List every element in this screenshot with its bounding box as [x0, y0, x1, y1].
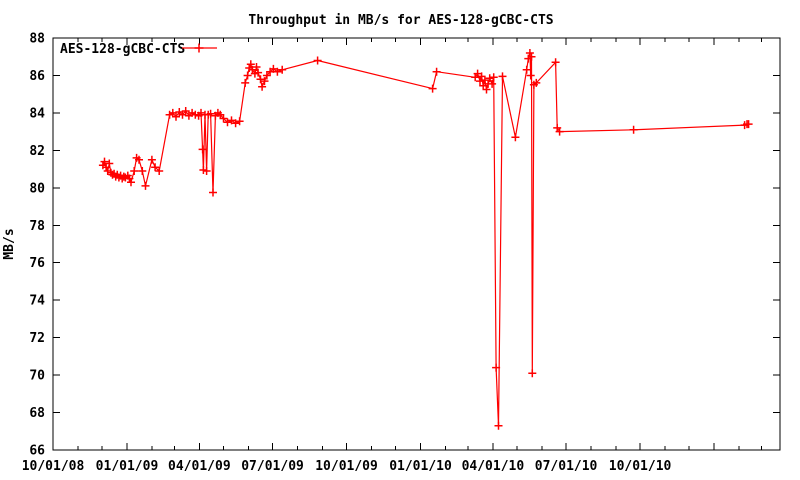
y-tick-label: 80 — [29, 181, 45, 196]
y-tick-label: 84 — [29, 106, 45, 121]
y-axis-label: MB/s — [2, 228, 17, 259]
y-tick-label: 86 — [29, 69, 45, 84]
x-tick-label: 07/01/10 — [535, 459, 598, 474]
y-tick-label: 66 — [29, 444, 45, 459]
x-tick-label: 10/01/08 — [22, 459, 85, 474]
x-tick-label: 04/01/09 — [168, 459, 231, 474]
y-tick-label: 74 — [29, 294, 45, 309]
legend-label: AES-128-gCBC-CTS — [60, 42, 185, 57]
x-tick-label: 10/01/09 — [315, 459, 378, 474]
series-line — [102, 52, 749, 427]
x-tick-label: 01/01/09 — [96, 459, 159, 474]
axes: 66 68 70 72 74 76 78 80 82 84 86 88 10/01/08 01/01/09… — [22, 32, 781, 474]
series-group — [98, 49, 753, 430]
plot-border — [52, 37, 781, 451]
y-tick-label: 70 — [29, 369, 45, 384]
series-markers — [98, 49, 753, 430]
legend: AES-128-gCBC-CTS — [60, 42, 217, 57]
legend-sample-marker — [194, 43, 204, 53]
y-tick-label: 76 — [29, 256, 45, 271]
y-tick-label: 82 — [29, 144, 45, 159]
x-tick-label: 10/01/10 — [609, 459, 672, 474]
x-tick-label: 07/01/09 — [241, 459, 304, 474]
y-tick-label: 88 — [29, 32, 45, 47]
y-tick-label: 78 — [29, 219, 45, 234]
chart-title: Throughput in MB/s for AES-128-gCBC-CTS — [248, 13, 553, 28]
x-tick-label: 04/01/10 — [462, 459, 525, 474]
y-tick-label: 68 — [29, 406, 45, 421]
y-tick-label: 72 — [29, 331, 45, 346]
x-tick-label: 01/01/10 — [389, 459, 452, 474]
